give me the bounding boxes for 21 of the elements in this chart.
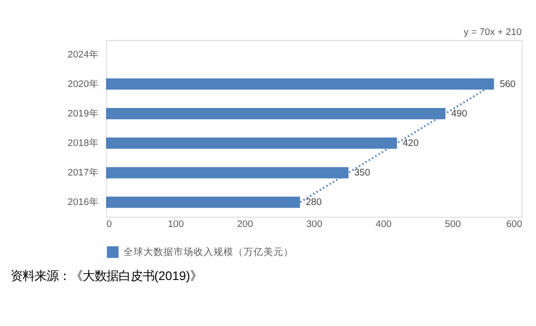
x-tick-label: 400 [376, 218, 392, 230]
x-tick-label: 0 [106, 218, 112, 230]
text: 资料来源：《大数据白皮书(2019)》 [10, 268, 202, 283]
data-label: 280 [306, 197, 322, 208]
y-tick-label: 2024年 [68, 48, 99, 60]
y-tick-label: 2019年 [68, 107, 99, 120]
y-tick-label: 2016年 [68, 196, 99, 208]
text: y = 70x + 210 [464, 27, 522, 38]
data-label: 350 [354, 168, 370, 179]
data-label: 490 [451, 108, 468, 120]
data-label: 560 [500, 78, 516, 90]
y-tick-label: 2020年 [68, 78, 99, 90]
y-tick-label: 2017年 [68, 166, 99, 179]
x-tick-label: 600 [506, 218, 522, 230]
legend-label: 全球大数据市场收入规模（万亿美元） [123, 246, 294, 258]
x-tick-label: 500 [444, 218, 461, 230]
x-tick-label: 300 [306, 218, 322, 230]
data-label: 420 [402, 138, 419, 150]
x-tick-label: 200 [237, 218, 254, 230]
y-tick-label: 2018年 [68, 137, 99, 150]
x-tick-label: 100 [168, 218, 184, 230]
